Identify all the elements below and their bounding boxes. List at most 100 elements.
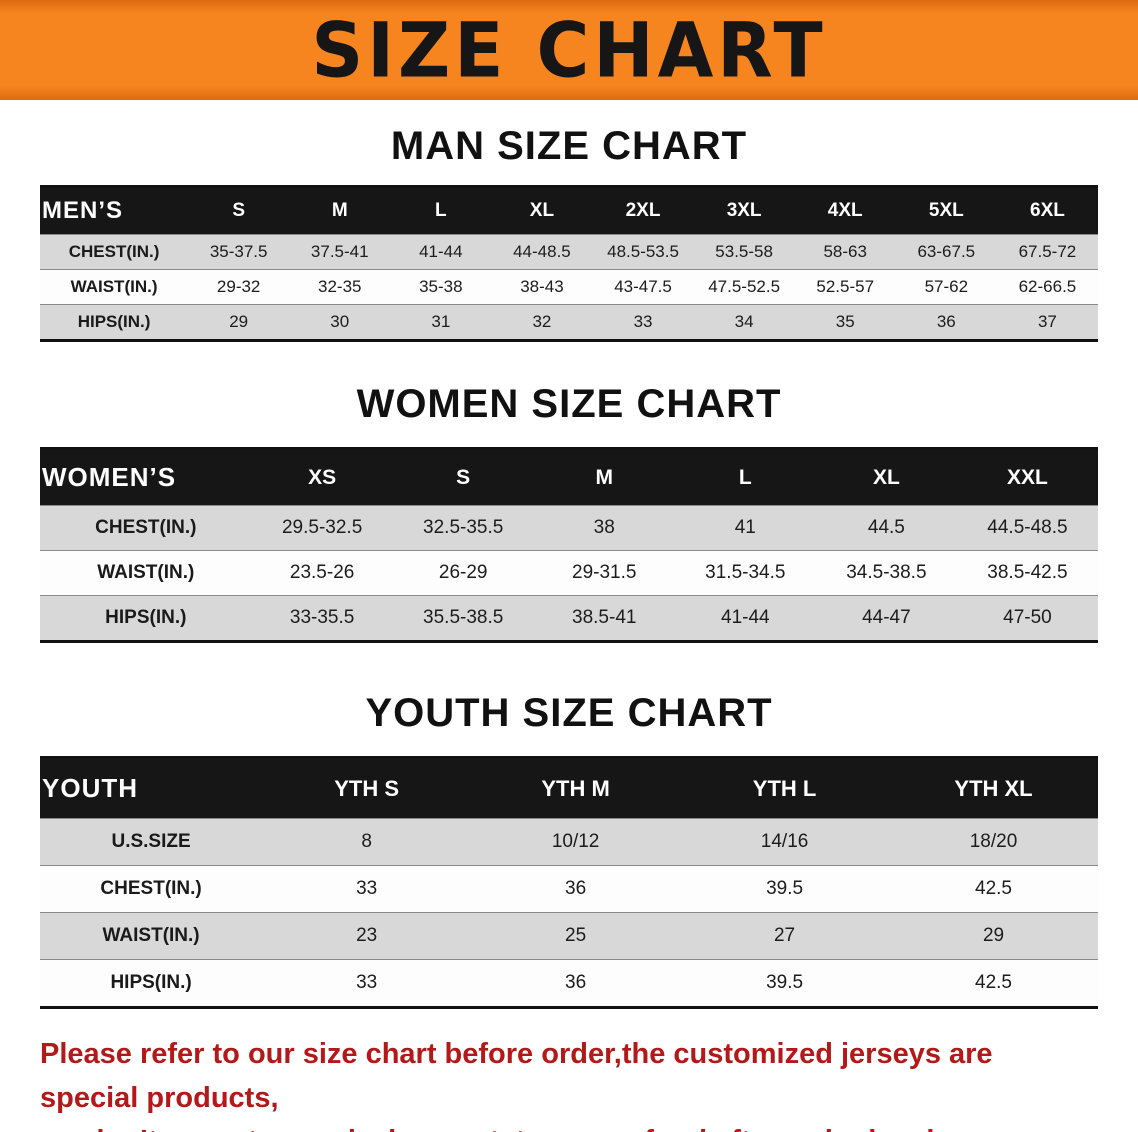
- size-header-cell: XS: [308, 465, 337, 489]
- value-cell: 33: [356, 878, 378, 899]
- women-size-section: WOMEN SIZE CHART WOMEN’S XS S M L XL XXL CHEST(…: [40, 382, 1098, 643]
- youth-size-section: YOUTH SIZE CHART YOUTH YTH S YTH M YTH L YTH…: [40, 691, 1098, 1009]
- table-row: CHEST(IN.) 35-37.5 37.5-41 41-44 44-48.5 48.5…: [40, 234, 1098, 270]
- value-cell: 32.5-35.5: [423, 517, 504, 538]
- size-chart-content: MAN SIZE CHART MEN’S S M L XL 2XL 3XL 4XL 5XL 6XL…: [0, 124, 1138, 1009]
- row-label-cell: WAIST(IN.): [97, 562, 195, 583]
- value-cell: 8: [361, 831, 372, 852]
- size-header-cell: L: [738, 465, 752, 489]
- value-cell: 41: [734, 517, 756, 538]
- value-cell: 36: [565, 878, 587, 899]
- value-cell: 34: [734, 312, 754, 331]
- women-section-heading: WOMEN SIZE CHART: [356, 382, 782, 426]
- disclaimer-line-1: Please refer to our size chart before or…: [40, 1038, 993, 1114]
- value-cell: 47.5-52.5: [708, 277, 781, 296]
- value-cell: 29: [982, 925, 1005, 946]
- row-label-cell: CHEST(IN.): [100, 878, 202, 899]
- value-cell: 18/20: [969, 831, 1018, 852]
- value-cell: 37.5-41: [310, 242, 369, 261]
- table-row: HIPS(IN.) 33-35.5 35.5-38.5 38.5-41 41-44 44-…: [40, 595, 1098, 642]
- value-cell: 39.5: [766, 878, 804, 899]
- size-header-cell: 5XL: [928, 200, 964, 221]
- table-row: CHEST(IN.) 33 36 39.5 42.5: [40, 865, 1098, 913]
- size-header-cell: YTH L: [752, 775, 817, 801]
- value-cell: 32-35: [318, 277, 362, 296]
- table-row: WAIST(IN.) 23 25 27 29: [40, 912, 1098, 960]
- size-header-cell: L: [435, 200, 447, 221]
- table-row: WAIST(IN.) 29-32 32-35 35-38 38-43 43-47.5 47.…: [40, 269, 1098, 305]
- value-cell: 29: [229, 312, 249, 331]
- size-header-cell: YTH XL: [954, 775, 1033, 801]
- value-cell: 27: [773, 925, 796, 946]
- value-cell: 44.5-48.5: [987, 517, 1068, 538]
- size-header-cell: YTH M: [541, 775, 610, 801]
- value-cell: 67.5-72: [1018, 242, 1077, 261]
- value-cell: 34.5-38.5: [846, 562, 927, 583]
- size-header-cell: XXL: [1007, 465, 1048, 489]
- value-cell: 23.5-26: [289, 562, 355, 583]
- value-cell: 36: [936, 312, 956, 331]
- value-cell: 63-67.5: [917, 242, 976, 261]
- value-cell: 44.5: [867, 517, 905, 538]
- row-label-cell: CHEST(IN.): [95, 517, 197, 538]
- table-title-cell: WOMEN’S: [42, 462, 177, 492]
- value-cell: 47-50: [1003, 607, 1052, 628]
- size-header-cell: M: [331, 200, 348, 221]
- value-cell: 10/12: [551, 831, 600, 852]
- men-section-heading: MAN SIZE CHART: [390, 124, 748, 168]
- value-cell: 33: [356, 972, 378, 993]
- table-header-row: MEN’S S M L XL 2XL 3XL 4XL 5XL 6XL: [40, 186, 1098, 235]
- row-label-cell: HIPS(IN.): [77, 312, 151, 331]
- size-header-cell: M: [595, 465, 614, 489]
- size-header-cell: S: [232, 200, 245, 221]
- row-label-cell: HIPS(IN.): [105, 607, 187, 628]
- row-label-cell: HIPS(IN.): [110, 972, 192, 993]
- row-label-cell: U.S.SIZE: [111, 831, 191, 852]
- value-cell: 41-44: [721, 607, 770, 628]
- value-cell: 35: [835, 312, 855, 331]
- table-header-row: WOMEN’S XS S M L XL XXL: [40, 448, 1098, 506]
- value-cell: 58-63: [823, 242, 867, 261]
- women-size-table: WOMEN’S XS S M L XL XXL CHEST(IN.) 29.5-32.5 32.5…: [40, 447, 1098, 643]
- table-title-cell: YOUTH: [42, 773, 138, 803]
- value-cell: 31.5-34.5: [705, 562, 786, 583]
- value-cell: 48.5-53.5: [607, 242, 679, 261]
- value-cell: 29-31.5: [572, 562, 637, 583]
- value-cell: 36: [565, 972, 587, 993]
- table-row: U.S.SIZE 8 10/12 14/16 18/20: [40, 818, 1098, 866]
- value-cell: 26-29: [438, 562, 488, 583]
- value-cell: 25: [565, 925, 587, 946]
- banner-title: SIZE CHART: [311, 5, 827, 95]
- value-cell: 41-44: [419, 242, 463, 261]
- value-cell: 29-32: [216, 277, 261, 296]
- table-row: CHEST(IN.) 29.5-32.5 32.5-35.5 38 41 44.5 44.5…: [40, 505, 1098, 551]
- row-label-cell: WAIST(IN.): [70, 277, 158, 296]
- disclaimer-line-2: we don’t accept cancel, change, teturn o…: [40, 1120, 1098, 1132]
- row-label-cell: WAIST(IN.): [102, 925, 200, 946]
- table-row: WAIST(IN.) 23.5-26 26-29 29-31.5 31.5-34.5 34…: [40, 550, 1098, 596]
- value-cell: 23: [356, 925, 378, 946]
- row-label-cell: CHEST(IN.): [68, 242, 160, 261]
- value-cell: 38-43: [520, 277, 564, 296]
- disclaimer: Please refer to our size chart before or…: [0, 1009, 1138, 1132]
- size-header-cell: XL: [872, 465, 900, 489]
- value-cell: 35.5-38.5: [423, 607, 504, 628]
- value-cell: 35-38: [419, 277, 463, 296]
- size-header-cell: 6XL: [1030, 200, 1065, 221]
- value-cell: 31: [431, 312, 451, 331]
- value-cell: 44-48.5: [513, 242, 571, 261]
- value-cell: 57-62: [924, 277, 969, 296]
- size-header-cell: 4XL: [827, 200, 863, 221]
- size-header-cell: S: [456, 465, 471, 489]
- value-cell: 38.5-41: [572, 607, 637, 628]
- size-header-cell: 2XL: [625, 200, 661, 221]
- value-cell: 38.5-42.5: [987, 562, 1068, 583]
- value-cell: 42.5: [975, 878, 1012, 899]
- youth-size-table: YOUTH YTH S YTH M YTH L YTH XL U.S.SIZE 8 10/12…: [40, 756, 1098, 1009]
- table-title-cell: MEN’S: [42, 197, 124, 224]
- value-cell: 29.5-32.5: [281, 517, 363, 538]
- value-cell: 37: [1037, 312, 1057, 331]
- size-header-cell: XL: [529, 200, 555, 221]
- table-row: HIPS(IN.) 33 36 39.5 42.5: [40, 959, 1098, 1008]
- value-cell: 43-47.5: [614, 277, 672, 296]
